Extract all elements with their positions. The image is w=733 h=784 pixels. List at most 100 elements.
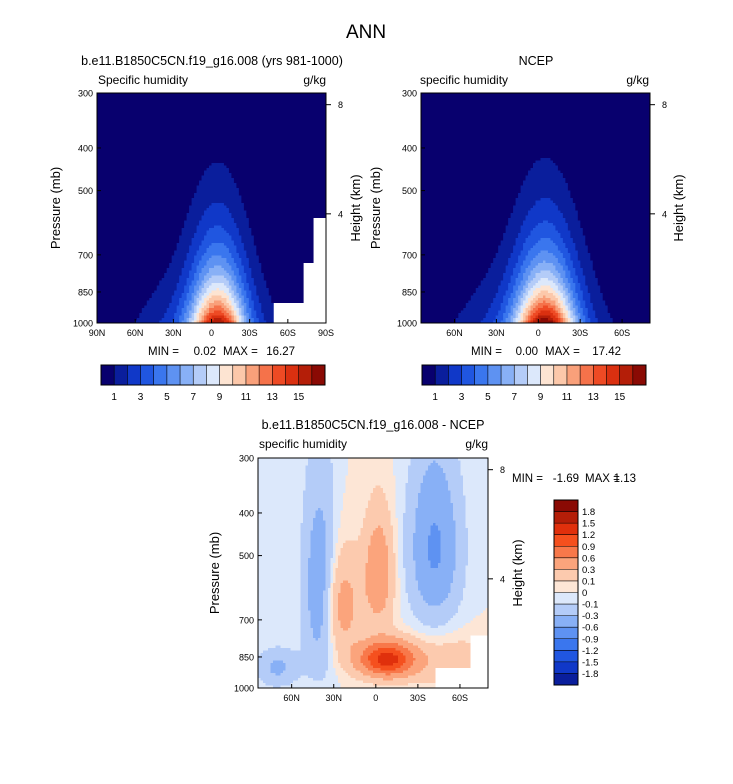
field-cell: [154, 210, 158, 214]
field-cell: [194, 170, 198, 174]
field-cell: [308, 125, 312, 129]
field-cell: [253, 110, 257, 114]
field-cell: [241, 165, 245, 169]
field-cell: [241, 155, 245, 159]
field-cell: [149, 168, 153, 172]
field-cell: [97, 213, 101, 217]
field-cell: [204, 145, 208, 149]
field-cell: [238, 208, 242, 212]
field-cell: [306, 100, 310, 104]
field-cell: [159, 198, 163, 202]
field-cell: [119, 195, 123, 199]
field-cell: [154, 183, 158, 187]
field-cell: [161, 145, 165, 149]
field-cell: [199, 208, 203, 212]
field-cell: [298, 205, 302, 209]
field-cell: [236, 203, 240, 207]
field-cell: [164, 190, 168, 194]
field-cell: [201, 103, 205, 107]
field-cell: [174, 150, 178, 154]
field-cell: [266, 205, 270, 209]
field-cell: [104, 108, 108, 112]
field-cell: [248, 98, 252, 102]
field-cell: [201, 173, 205, 177]
field-cell: [141, 120, 145, 124]
field-cell: [99, 155, 103, 159]
field-cell: [241, 93, 245, 97]
field-cell: [206, 100, 210, 104]
field-cell: [238, 163, 242, 167]
field-cell: [204, 210, 208, 214]
field-cell: [261, 115, 265, 119]
field-cell: [119, 165, 123, 169]
field-cell: [298, 118, 302, 122]
field-cell: [189, 148, 193, 152]
field-cell: [209, 105, 213, 109]
field-cell: [181, 145, 185, 149]
field-cell: [129, 178, 133, 182]
field-cell: [209, 173, 213, 177]
field-cell: [97, 198, 101, 202]
field-cell: [149, 200, 153, 204]
field-cell: [146, 193, 150, 197]
field-cell: [151, 138, 155, 142]
field-cell: [268, 105, 272, 109]
field-cell: [181, 115, 185, 119]
field-cell: [179, 168, 183, 172]
field-cell: [226, 98, 230, 102]
field-cell: [283, 105, 287, 109]
field-cell: [301, 193, 305, 197]
field-cell: [131, 133, 135, 137]
field-cell: [159, 213, 163, 217]
field-cell: [288, 160, 292, 164]
field-cell: [281, 150, 285, 154]
field-cell: [114, 135, 118, 139]
field-cell: [171, 128, 175, 132]
field-cell: [271, 188, 275, 192]
field-cell: [211, 158, 215, 162]
field-cell: [231, 158, 235, 162]
field-cell: [136, 163, 140, 167]
field-cell: [316, 168, 320, 172]
field-cell: [308, 108, 312, 112]
field-cell: [256, 198, 260, 202]
field-cell: [278, 158, 282, 162]
field-cell: [301, 110, 305, 114]
field-cell: [154, 173, 158, 177]
field-cell: [194, 135, 198, 139]
field-cell: [283, 208, 287, 212]
field-cell: [263, 205, 267, 209]
field-cell: [258, 123, 262, 127]
field-cell: [228, 198, 233, 202]
field-cell: [233, 118, 237, 122]
field-cell: [276, 145, 280, 149]
field-cell: [109, 120, 113, 124]
field-cell: [204, 183, 208, 187]
field-cell: [129, 175, 133, 179]
field-cell: [271, 143, 275, 147]
field-cell: [268, 205, 272, 209]
field-cell: [258, 170, 262, 174]
field-cell: [231, 93, 235, 97]
field-cell: [283, 100, 287, 104]
field-cell: [171, 175, 175, 179]
field-cell: [231, 150, 235, 154]
field-cell: [228, 125, 233, 129]
field-cell: [286, 143, 290, 147]
field-cell: [164, 138, 168, 142]
field-cell: [311, 93, 315, 97]
field-cell: [131, 123, 135, 127]
field-cell: [288, 135, 292, 139]
field-cell: [321, 138, 325, 142]
field-cell: [286, 168, 290, 172]
field-cell: [268, 103, 272, 107]
field-cell: [209, 178, 213, 182]
field-cell: [268, 168, 272, 172]
field-cell: [106, 123, 111, 127]
field-cell: [306, 203, 310, 207]
field-cell: [256, 143, 260, 147]
field-cell: [271, 138, 275, 142]
field-cell: [233, 190, 237, 194]
field-cell: [243, 200, 247, 204]
field-cell: [199, 145, 203, 149]
